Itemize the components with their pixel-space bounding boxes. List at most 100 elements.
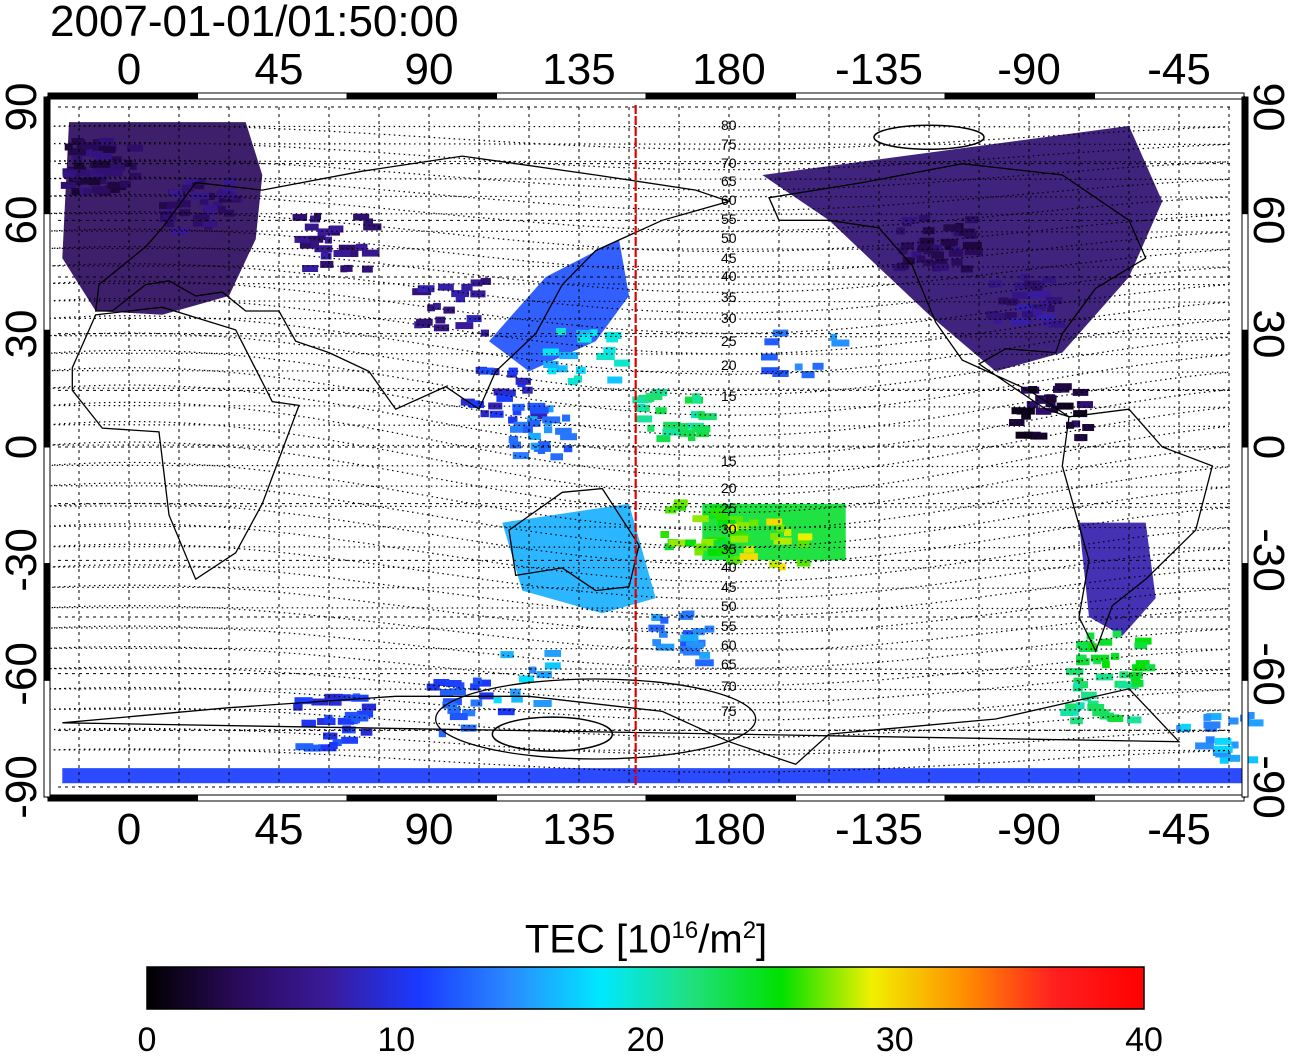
top-lon-tick: 90	[404, 45, 454, 94]
tec-cell	[801, 371, 815, 379]
tec-cell	[508, 416, 518, 424]
tec-cell	[655, 407, 667, 415]
tec-cell	[960, 265, 973, 273]
tec-cell	[324, 693, 343, 701]
right-lat-tick: -60	[1244, 641, 1292, 706]
south-pole-contour	[491, 716, 614, 752]
tec-cell	[717, 520, 736, 528]
tec-cell	[922, 227, 935, 235]
tec-cell	[530, 442, 539, 450]
tec-cell	[356, 710, 374, 718]
tec-cell	[778, 563, 786, 571]
tec-cell	[204, 205, 217, 213]
tec-cell	[527, 402, 546, 410]
tec-cell	[1091, 654, 1110, 662]
tec-cell	[127, 144, 143, 152]
tec-cell	[511, 695, 523, 703]
south-pole-contour	[435, 678, 757, 760]
tec-cell	[1026, 401, 1039, 409]
frame-scale-bar	[496, 794, 647, 802]
tec-cell	[692, 395, 701, 403]
tec-cell	[555, 427, 572, 435]
tec-cell	[695, 659, 714, 667]
tec-cell	[702, 511, 717, 519]
maglat-contour	[48, 315, 1230, 375]
maglat-contour	[48, 193, 1230, 232]
bottom-lon-tick: 45	[254, 805, 304, 854]
tec-cell	[71, 188, 80, 196]
tec-cell	[1045, 296, 1063, 304]
tec-cell	[489, 410, 504, 418]
right-lat-tick: 30	[1244, 309, 1292, 359]
tec-cell	[455, 295, 465, 303]
tec-cell	[512, 452, 529, 460]
tec-cell	[314, 245, 333, 253]
tec-cell	[461, 283, 473, 291]
top-lon-tick: -90	[997, 45, 1061, 94]
tec-cell	[78, 149, 97, 157]
frame-scale-bar	[1094, 92, 1245, 100]
tec-cell	[361, 703, 377, 711]
tec-cell	[94, 176, 107, 184]
tec-cell	[994, 317, 1002, 325]
tec-cell	[1042, 276, 1056, 284]
tec-cell	[493, 696, 502, 704]
tec-cell	[60, 181, 77, 189]
tec-cell	[71, 187, 91, 195]
tec-cell	[528, 666, 537, 674]
tec-cell	[922, 259, 934, 267]
frame-scale-bar	[795, 794, 946, 802]
tec-cell	[340, 265, 348, 273]
magnetic-latitude-contours	[48, 124, 1230, 773]
colorbar-label-main: TEC [10	[524, 917, 672, 962]
tec-cell	[1032, 432, 1048, 440]
maglat-contour	[48, 349, 1230, 416]
tec-cell	[496, 394, 513, 402]
tec-cell	[964, 231, 977, 239]
tec-cell	[1131, 679, 1144, 687]
tec-cell	[438, 283, 454, 291]
maglat-label: 15	[721, 388, 737, 404]
maglat-label: 30	[721, 310, 737, 326]
tec-cell	[1015, 431, 1033, 439]
tec-cell	[78, 177, 95, 185]
maglat-contour	[48, 420, 1230, 496]
maglat-label: 50	[721, 598, 737, 614]
colorbar-tick: 0	[137, 1021, 157, 1059]
left-lat-tick: 0	[0, 434, 46, 460]
maglat-label: 40	[721, 559, 737, 575]
tec-cell	[197, 178, 206, 185]
tec-cell	[710, 505, 730, 513]
tec-cell	[95, 166, 114, 174]
tec-cell	[1073, 410, 1088, 418]
maglat-contour	[48, 401, 1230, 478]
tec-cell	[1119, 671, 1129, 679]
maglat-contour	[48, 502, 1230, 566]
tec-cell	[710, 508, 723, 516]
tec-cell	[68, 148, 86, 156]
tec-cell	[99, 137, 114, 145]
maglat-label: 70	[721, 155, 737, 171]
right-lat-tick: -30	[1244, 528, 1292, 593]
maglat-contour	[48, 482, 1230, 548]
tec-cell	[562, 414, 571, 422]
tec-cell	[784, 529, 792, 536]
tec-cell	[341, 736, 358, 744]
tec-cell	[645, 393, 663, 401]
tec-cell	[106, 169, 123, 177]
tec-cell	[660, 531, 670, 538]
left-lat-tick: 90	[0, 82, 46, 132]
tec-cell	[353, 213, 370, 221]
tec-cell	[449, 713, 468, 721]
top-lon-tick: 135	[542, 45, 616, 94]
tec-cell	[656, 435, 671, 443]
maglat-contour	[48, 332, 1230, 396]
tec-cell	[1203, 721, 1221, 729]
coastline	[508, 487, 640, 592]
tec-cell	[1108, 715, 1124, 722]
tec-cell	[1010, 318, 1029, 325]
tec-cell	[660, 616, 669, 624]
tec-cell	[416, 318, 433, 326]
tec-cell	[344, 711, 359, 719]
tec-cell	[736, 522, 750, 530]
